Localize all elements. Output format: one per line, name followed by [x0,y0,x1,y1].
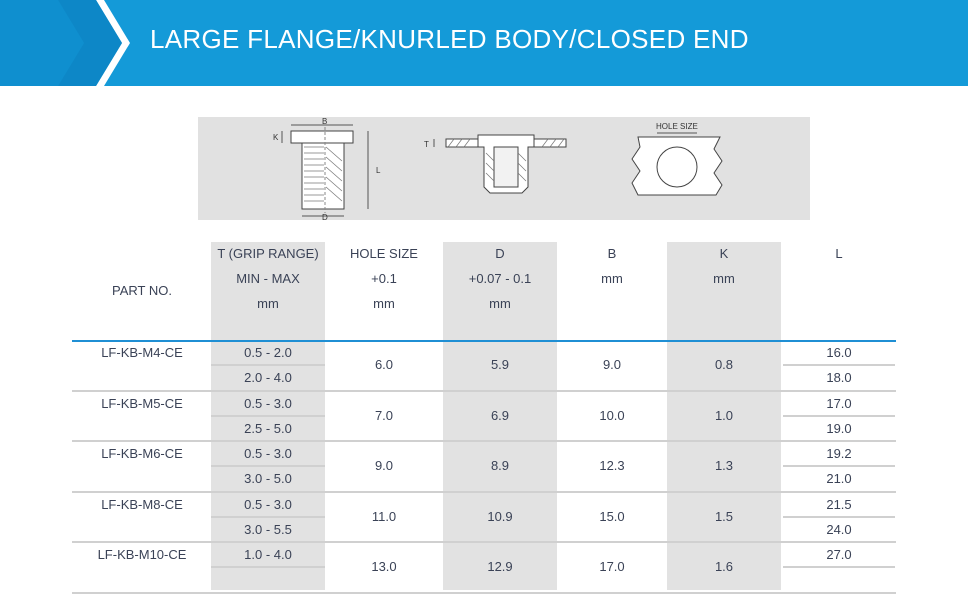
row-divider [211,414,325,417]
installed-nut-figure [433,134,567,194]
row-divider [783,364,895,366]
k-cell: 1.5 [714,508,734,524]
group-divider [72,389,896,392]
dimension-d-label: D [322,213,328,220]
b-cell: 12.3 [599,458,625,473]
row-divider [211,566,325,568]
row-divider [783,515,895,518]
part-number-cell: LF-KB-M8-CE [101,496,183,512]
d-cell: 8.9 [490,458,510,473]
k-column-shade [667,242,781,590]
l-cell: 24.0 [826,521,852,537]
technical-drawing: B K L D T HOLE SI [273,117,723,220]
nut-profile-figure [281,124,369,217]
grip-range-cell: 0.5 - 3.0 [244,395,292,411]
header-separator [72,340,896,342]
d-cell: 5.9 [490,357,510,372]
d-cell: 6.9 [490,407,510,423]
hole-size-cell: 9.0 [374,458,394,473]
header-l: L [783,246,895,266]
l-cell: 19.2 [826,446,852,461]
header-d-line-1: D [495,246,505,261]
row-divider [211,465,325,467]
dimension-k-label: K [273,133,279,142]
hole-size-cell: 6.0 [374,357,394,372]
hole-size-cell: 11.0 [371,508,397,524]
grip-range-cell: 2.0 - 4.0 [244,370,292,385]
header-t-line-3: mm [257,296,279,311]
group-divider [72,490,896,493]
header-hole-line-2: +0.1 [371,271,397,286]
header-k-line-2: mm [713,271,735,286]
b-cell: 10.0 [599,407,625,423]
hole-size-cell: 7.0 [374,407,394,423]
l-cell: 19.0 [826,420,852,436]
header-part-no: PART NO. [112,283,172,298]
dimension-b-label: B [322,117,327,126]
part-number-cell: LF-KB-M6-CE [101,446,183,461]
l-cell: 21.5 [826,496,852,512]
d-column-shade [443,242,557,590]
dimension-t-label: T [424,140,429,149]
group-divider [72,541,896,543]
grip-range-cell: 1.0 - 4.0 [244,547,292,562]
header-hole-line-1: HOLE SIZE [350,246,418,261]
header-d-line-3: mm [489,296,511,311]
title-banner: LARGE FLANGE/KNURLED BODY/CLOSED END [0,0,968,86]
l-cell: 27.0 [826,547,852,562]
header-hole-line-3: mm [373,296,395,311]
hole-size-cell: 13.0 [371,559,397,574]
group-divider [72,440,896,442]
header-b-line-1: B [607,246,617,261]
row-divider [211,515,325,518]
row-divider [211,364,325,366]
k-cell: 1.3 [714,458,734,473]
rivet-nut-diagram: B K L D T HOLE SI [198,117,810,220]
l-cell: 17.0 [826,395,852,411]
part-number-cell: LF-KB-M4-CE [101,345,183,360]
page-title: LARGE FLANGE/KNURLED BODY/CLOSED END [150,24,749,54]
d-cell: 12.9 [487,559,513,574]
header-t-line-2: MIN - MAX [236,271,300,286]
dimension-l-label: L [376,166,381,175]
header-d: D +0.07 - 0.1 mm [443,246,557,316]
grip-range-cell: 3.0 - 5.5 [244,521,292,537]
row-divider [783,465,895,467]
d-cell: 10.9 [487,508,513,524]
row-divider [783,414,895,417]
l-cell: 18.0 [826,370,852,385]
l-cell: 16.0 [826,345,852,360]
part-number-cell: LF-KB-M10-CE [97,547,187,562]
row-divider [783,566,895,568]
header-d-line-2: +0.07 - 0.1 [468,271,532,286]
grip-range-cell: 2.5 - 5.0 [244,420,292,436]
b-cell: 9.0 [602,357,622,372]
header-b-line-2: mm [601,271,623,286]
header-t-line-1: T (GRIP RANGE) [217,246,319,261]
header-k-line-1: K [719,246,729,261]
k-cell: 0.8 [714,357,734,372]
grip-range-cell: 3.0 - 5.0 [244,471,292,486]
header-t: T (GRIP RANGE) MIN - MAX mm [211,246,325,316]
b-cell: 17.0 [599,559,625,574]
b-cell: 15.0 [599,508,625,524]
hole-size-figure [631,132,723,196]
grip-range-cell: 0.5 - 2.0 [244,345,292,360]
header-b: B mm [557,246,667,296]
header-l-line-1: L [835,246,843,261]
header-hole-size: HOLE SIZE +0.1 mm [327,246,441,316]
part-number-cell: LF-KB-M5-CE [101,395,183,411]
banner-background [0,0,968,86]
header-k: K mm [667,246,781,296]
k-cell: 1.0 [714,407,734,423]
group-divider [72,591,896,594]
grip-range-cell: 0.5 - 3.0 [244,446,292,461]
k-cell: 1.6 [714,559,734,574]
l-cell: 21.0 [826,471,852,486]
hole-size-label: HOLE SIZE [656,122,698,131]
grip-range-cell: 0.5 - 3.0 [244,496,292,512]
